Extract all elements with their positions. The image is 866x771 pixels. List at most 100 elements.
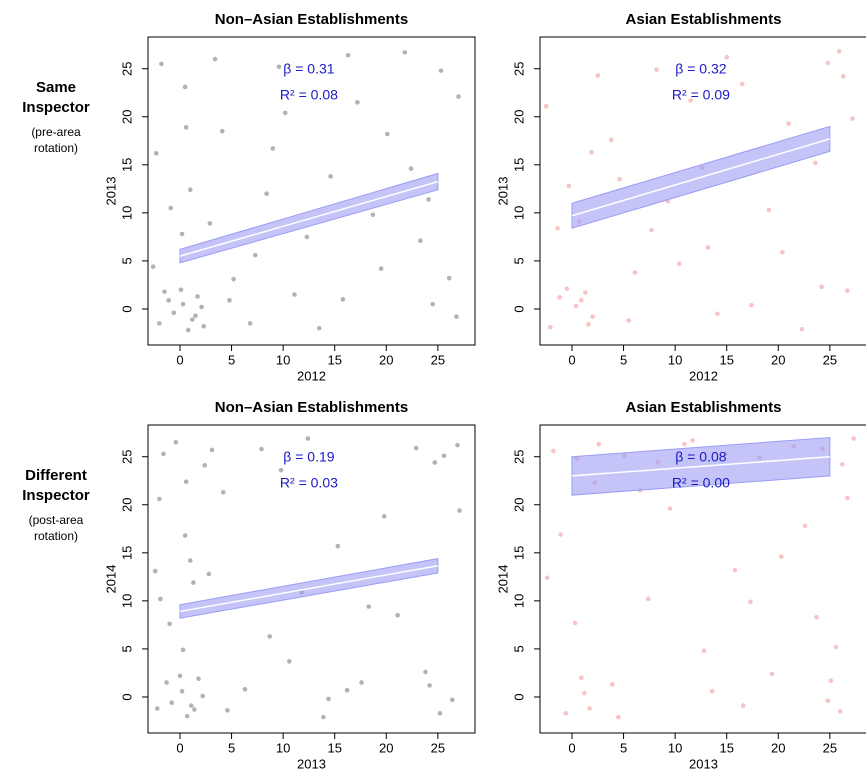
y-tick-label: 20 — [119, 110, 134, 124]
x-tick-label: 25 — [823, 740, 837, 755]
point — [446, 275, 452, 281]
x-tick-label: 0 — [176, 352, 183, 367]
plot-frame — [539, 424, 866, 734]
point — [587, 706, 592, 711]
point — [740, 703, 746, 708]
point — [161, 451, 166, 457]
point — [616, 714, 621, 720]
point — [457, 508, 462, 513]
y-tick-label: 0 — [119, 693, 134, 700]
x-tick-label: 15 — [719, 740, 733, 755]
point — [454, 314, 459, 319]
point — [200, 693, 205, 699]
annotation: β = 0.32 — [675, 61, 726, 77]
y-tick-label: 25 — [119, 61, 134, 75]
point — [845, 288, 850, 294]
point — [839, 462, 845, 467]
x-axis-label: 2012 — [297, 368, 326, 383]
x-tick-label: 25 — [431, 352, 445, 367]
point — [162, 289, 167, 294]
point — [247, 321, 253, 326]
point — [179, 231, 185, 237]
point — [335, 543, 341, 549]
point — [344, 687, 350, 693]
x-tick-label: 0 — [176, 740, 183, 755]
point — [183, 479, 189, 484]
point — [840, 74, 846, 79]
point — [715, 311, 720, 317]
point — [195, 294, 200, 299]
y-tick-label: 0 — [119, 305, 134, 312]
point — [572, 620, 578, 626]
x-tick-label: 15 — [327, 352, 341, 367]
chart-title: Non–Asian Establishments — [215, 11, 408, 28]
chart-title: Asian Establishments — [626, 11, 782, 28]
point — [732, 567, 738, 573]
row-note: (post-area rotation) — [28, 513, 84, 543]
fit-line — [179, 565, 438, 613]
point — [187, 558, 193, 563]
point — [802, 523, 808, 529]
point — [682, 441, 687, 447]
point — [159, 61, 164, 67]
point — [359, 680, 364, 685]
point — [196, 676, 201, 682]
point — [166, 298, 171, 303]
point — [154, 706, 160, 711]
point — [438, 68, 444, 73]
point — [180, 647, 186, 653]
y-axis-label: 2014 — [103, 565, 118, 594]
y-tick-label: 25 — [119, 449, 134, 463]
y-tick-label: 10 — [511, 206, 526, 220]
point — [199, 304, 204, 310]
annotation: R² = 0.03 — [280, 475, 338, 491]
x-tick-label: 20 — [379, 352, 393, 367]
point — [780, 249, 785, 255]
point — [292, 292, 297, 297]
point — [212, 56, 218, 62]
chart-title: Asian Establishments — [626, 399, 782, 416]
fit-line — [179, 180, 439, 257]
point — [779, 554, 784, 559]
point — [850, 116, 855, 121]
point — [578, 675, 584, 681]
x-tick-label: 0 — [568, 352, 575, 367]
point — [563, 710, 569, 716]
x-tick-label: 10 — [668, 352, 682, 367]
point — [164, 680, 169, 685]
point — [168, 205, 173, 211]
point — [749, 302, 754, 308]
point — [157, 321, 162, 326]
point — [748, 599, 753, 605]
point — [178, 287, 184, 293]
point — [649, 227, 654, 233]
x-tick-label: 0 — [568, 740, 575, 755]
y-tick-label: 10 — [511, 594, 526, 608]
point — [413, 445, 419, 451]
point — [456, 94, 461, 99]
point — [766, 207, 772, 213]
point — [437, 710, 443, 716]
point — [825, 60, 831, 66]
point — [646, 596, 651, 602]
point — [252, 252, 258, 258]
point — [566, 183, 572, 189]
point — [270, 146, 276, 151]
plot-frame — [147, 424, 476, 734]
point — [184, 713, 190, 719]
point — [182, 533, 188, 538]
point — [705, 245, 711, 250]
plot-area — [150, 50, 461, 333]
x-tick-label: 5 — [228, 352, 235, 367]
y-tick-label: 0 — [511, 305, 526, 312]
point — [441, 453, 447, 459]
point — [825, 698, 831, 704]
point — [408, 166, 414, 171]
point — [157, 496, 162, 502]
y-tick-label: 5 — [511, 645, 526, 652]
point — [786, 121, 791, 126]
point — [355, 100, 360, 105]
point — [287, 659, 292, 664]
row-label: Different Inspector — [22, 467, 90, 504]
point — [340, 297, 346, 302]
